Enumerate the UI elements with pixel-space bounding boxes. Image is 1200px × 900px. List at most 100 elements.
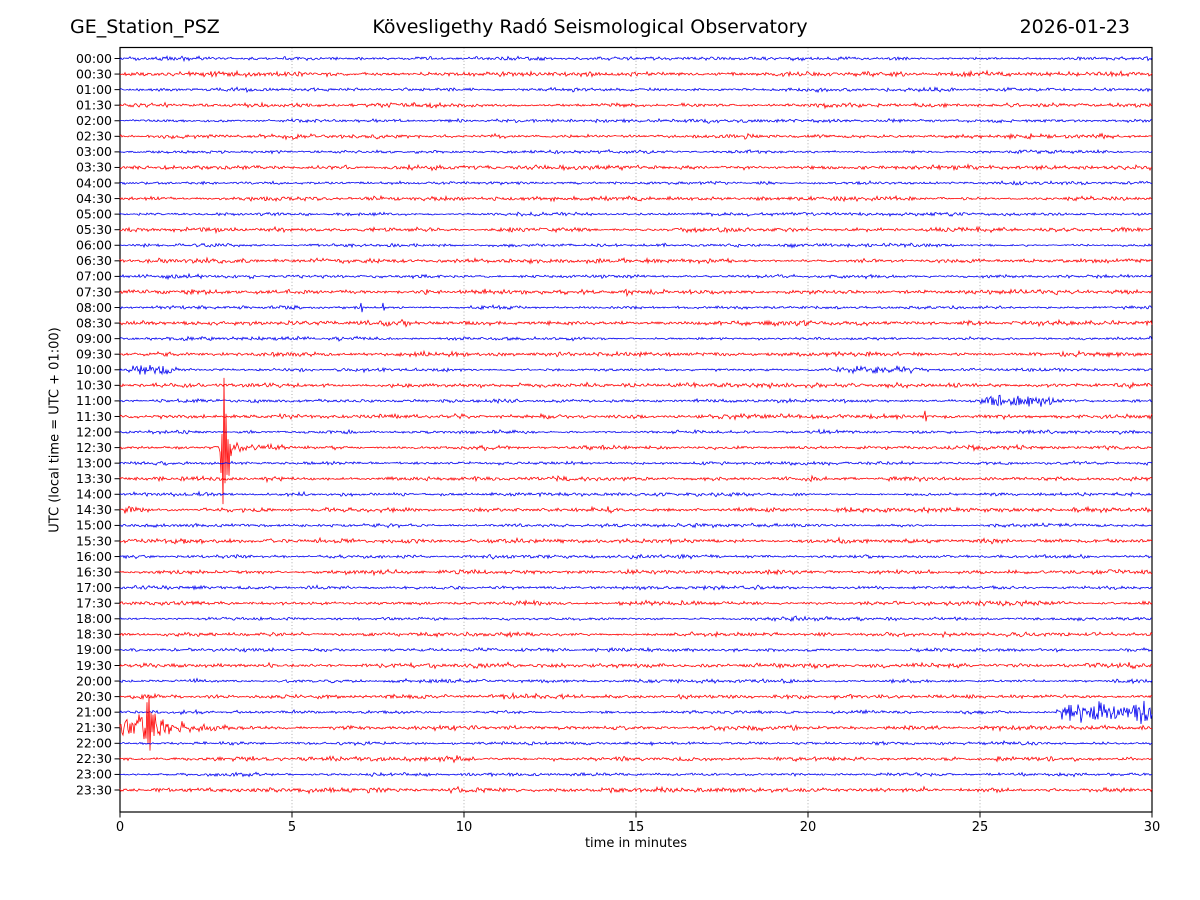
- y-tick-label: 11:30: [76, 409, 112, 424]
- y-tick-label: 08:00: [76, 300, 112, 315]
- y-tick-label: 03:30: [76, 160, 112, 175]
- x-tick-label: 25: [972, 820, 989, 835]
- seismogram-trace: [119, 101, 1153, 110]
- y-tick-label: 20:00: [76, 673, 112, 688]
- y-tick-label: 19:00: [76, 642, 112, 657]
- seismogram-trace: [119, 180, 1153, 186]
- y-tick-label: 21:30: [76, 720, 112, 735]
- seismogram-trace: [119, 132, 1153, 141]
- seismogram-trace: [119, 599, 1153, 607]
- y-tick-label: 18:30: [76, 627, 112, 642]
- y-tick-label: 12:00: [76, 424, 112, 439]
- seismogram-trace: [119, 288, 1153, 298]
- seismogram-trace: [119, 474, 1153, 484]
- y-tick-label: 04:30: [76, 191, 112, 206]
- y-tick-label: 00:00: [76, 51, 112, 66]
- seismogram-trace: [119, 302, 1153, 313]
- y-tick-label: 13:00: [76, 455, 112, 470]
- y-tick-label: 15:30: [76, 533, 112, 548]
- y-tick-label: 10:00: [76, 362, 112, 377]
- y-tick-label: 12:30: [76, 440, 112, 455]
- seismogram-trace: [119, 318, 1153, 328]
- x-tick-label: 10: [456, 820, 473, 835]
- seismogram-trace: [119, 691, 1153, 701]
- seismogram-trace: [119, 771, 1153, 778]
- y-tick-label: 10:30: [76, 378, 112, 393]
- seismogram-trace: [119, 553, 1153, 560]
- seismogram-trace: [119, 740, 1153, 747]
- seismogram-trace: [119, 163, 1153, 172]
- seismogram-trace: [119, 335, 1153, 342]
- seismogram-trace: [119, 381, 1153, 390]
- x-axis-label: time in minutes: [584, 836, 688, 851]
- seismogram-trace: [119, 211, 1153, 217]
- x-tick-label: 30: [1144, 820, 1161, 835]
- y-tick-label: 02:00: [76, 113, 112, 128]
- y-tick-label: 14:30: [76, 502, 112, 517]
- seismogram-trace: [119, 584, 1153, 591]
- y-tick-label: 06:30: [76, 253, 112, 268]
- y-tick-label: 04:00: [76, 175, 112, 190]
- y-tick-label: 13:30: [76, 471, 112, 486]
- y-tick-label: 18:00: [76, 611, 112, 626]
- seismogram-trace: [119, 148, 1153, 155]
- y-tick-label: 17:00: [76, 580, 112, 595]
- seismogram-trace: [119, 428, 1153, 435]
- y-tick-label: 06:00: [76, 238, 112, 253]
- seismogram-trace: [119, 194, 1153, 203]
- seismogram-trace: [119, 661, 1153, 670]
- y-tick-label: 14:00: [76, 487, 112, 502]
- seismogram-trace: [119, 630, 1153, 639]
- seismogram-trace: [119, 69, 1153, 79]
- seismogram-trace: [119, 377, 1153, 505]
- y-tick-label: 23:30: [76, 782, 112, 797]
- y-tick-label: 07:00: [76, 269, 112, 284]
- station-title: GE_Station_PSZ: [70, 16, 220, 38]
- date-label: 2026-01-23: [1019, 16, 1130, 38]
- y-tick-label: 15:00: [76, 518, 112, 533]
- y-tick-label: 16:30: [76, 564, 112, 579]
- y-tick-label: 17:30: [76, 596, 112, 611]
- y-tick-label: 11:00: [76, 393, 112, 408]
- y-tick-label: 09:30: [76, 347, 112, 362]
- x-tick-label: 0: [116, 820, 124, 835]
- seismogram-trace: [119, 86, 1153, 94]
- x-tick-label: 15: [628, 820, 645, 835]
- seismogram-trace: [119, 677, 1153, 685]
- seismogram-trace: [119, 242, 1153, 249]
- seismogram-trace: [119, 646, 1153, 653]
- seismogram-trace: [119, 785, 1153, 795]
- y-axis-label: UTC (local time = UTC + 01:00): [47, 327, 63, 533]
- y-tick-label: 16:00: [76, 549, 112, 564]
- y-tick-label: 19:30: [76, 658, 112, 673]
- y-tick-label: 20:30: [76, 689, 112, 704]
- seismogram-trace: [119, 615, 1153, 622]
- seismogram-trace: [119, 117, 1153, 124]
- y-tick-label: 05:30: [76, 222, 112, 237]
- seismogram-trace: [119, 460, 1153, 467]
- y-tick-label: 01:30: [76, 97, 112, 112]
- seismogram-trace: [119, 522, 1153, 529]
- seismogram-trace: [119, 694, 1153, 751]
- x-tick-label: 20: [800, 820, 817, 835]
- y-tick-label: 05:00: [76, 206, 112, 221]
- seismogram-trace: [119, 272, 1153, 281]
- seismogram-trace: [119, 755, 1153, 764]
- seismogram-trace: [119, 256, 1153, 265]
- y-tick-label: 22:00: [76, 736, 112, 751]
- seismogram-trace: [119, 490, 1153, 498]
- y-tick-label: 07:30: [76, 284, 112, 299]
- y-tick-label: 23:00: [76, 767, 112, 782]
- seismogram-trace: [119, 225, 1153, 235]
- observatory-title: Kövesligethy Radó Seismological Observat…: [372, 16, 808, 38]
- y-tick-label: 21:00: [76, 704, 112, 719]
- seismogram-trace: [119, 349, 1153, 358]
- seismogram-trace: [119, 700, 1153, 725]
- seismogram-trace: [119, 394, 1153, 407]
- y-tick-label: 22:30: [76, 751, 112, 766]
- y-tick-label: 03:00: [76, 144, 112, 159]
- y-tick-label: 00:30: [76, 66, 112, 81]
- seismogram-trace: [119, 536, 1153, 545]
- y-tick-label: 01:00: [76, 82, 112, 97]
